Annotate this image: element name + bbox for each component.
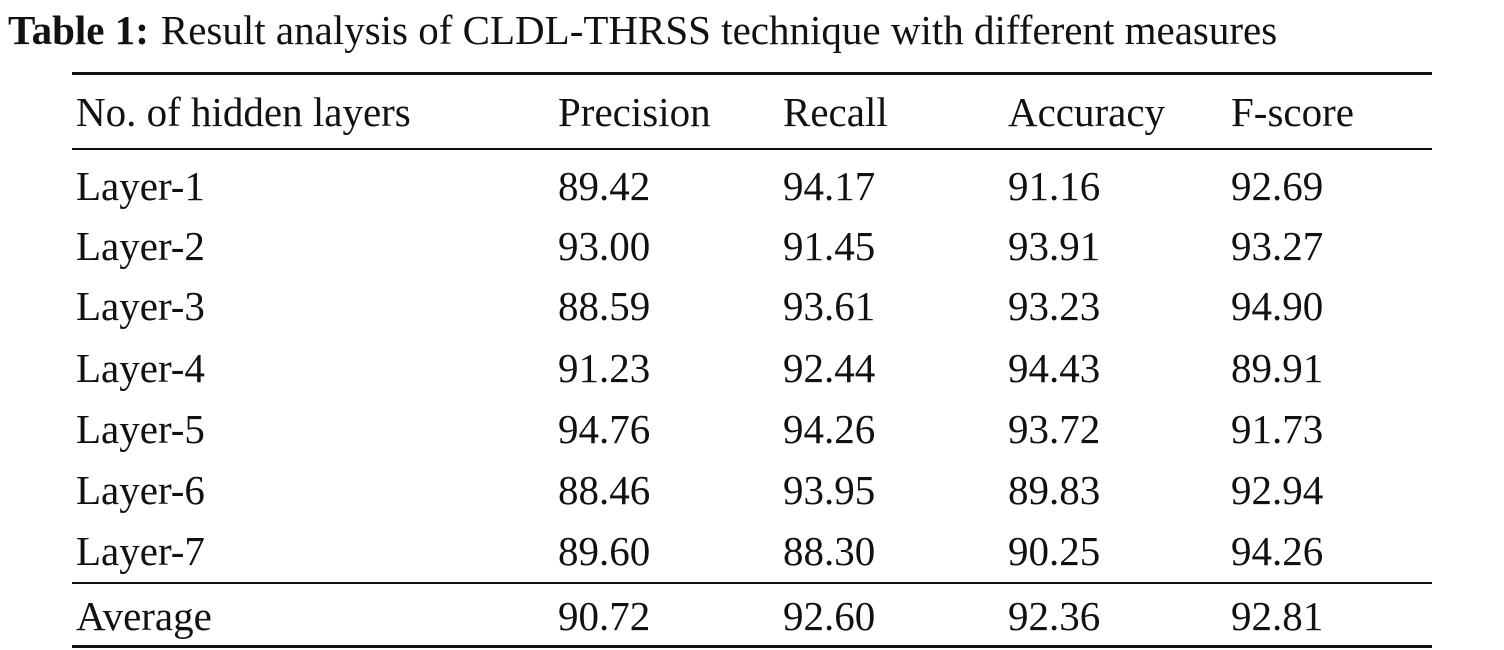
header-precision: Precision (558, 89, 711, 135)
row-4-fscore: 89.91 (1231, 345, 1324, 391)
row-5-accuracy: 93.72 (1008, 406, 1101, 452)
row-1-accuracy: 91.16 (1008, 163, 1101, 209)
table-top-rule (72, 72, 1432, 75)
row-3-recall: 93.61 (783, 283, 876, 329)
row-6-fscore: 92.94 (1231, 467, 1324, 513)
average-precision: 90.72 (558, 593, 651, 639)
row-7-layers: Layer-7 (76, 528, 205, 574)
table-average-rule (72, 582, 1432, 584)
average-layers: Average (76, 593, 212, 639)
row-2-recall: 91.45 (783, 223, 876, 269)
row-5-recall: 94.26 (783, 406, 876, 452)
row-2-fscore: 93.27 (1231, 223, 1324, 269)
row-7-fscore: 94.26 (1231, 528, 1324, 574)
row-6-layers: Layer-6 (76, 467, 205, 513)
row-3-accuracy: 93.23 (1008, 283, 1101, 329)
row-7-accuracy: 90.25 (1008, 528, 1101, 574)
average-fscore: 92.81 (1231, 593, 1324, 639)
row-5-fscore: 91.73 (1231, 406, 1324, 452)
table-header-rule (72, 148, 1432, 150)
row-5-precision: 94.76 (558, 406, 651, 452)
row-4-precision: 91.23 (558, 345, 651, 391)
row-6-accuracy: 89.83 (1008, 467, 1101, 513)
row-4-layers: Layer-4 (76, 345, 205, 391)
row-6-precision: 88.46 (558, 467, 651, 513)
row-1-precision: 89.42 (558, 163, 651, 209)
row-6-recall: 93.95 (783, 467, 876, 513)
header-accuracy: Accuracy (1008, 89, 1166, 135)
header-fscore: F-score (1231, 89, 1354, 135)
average-recall: 92.60 (783, 593, 876, 639)
header-recall: Recall (783, 89, 888, 135)
row-4-recall: 92.44 (783, 345, 876, 391)
row-1-fscore: 92.69 (1231, 163, 1324, 209)
table-caption: Table 1: Result analysis of CLDL-THRSS te… (8, 6, 1277, 54)
row-7-recall: 88.30 (783, 528, 876, 574)
row-2-precision: 93.00 (558, 223, 651, 269)
table-caption-label: Table 1: (8, 7, 149, 53)
table-bottom-rule (72, 645, 1432, 648)
row-4-accuracy: 94.43 (1008, 345, 1101, 391)
header-layers: No. of hidden layers (76, 89, 411, 135)
row-3-layers: Layer-3 (76, 283, 205, 329)
row-7-precision: 89.60 (558, 528, 651, 574)
row-1-recall: 94.17 (783, 163, 876, 209)
table-caption-text: Result analysis of CLDL-THRSS technique … (160, 7, 1278, 53)
row-3-precision: 88.59 (558, 283, 651, 329)
row-3-fscore: 94.90 (1231, 283, 1324, 329)
average-accuracy: 92.36 (1008, 593, 1101, 639)
row-2-accuracy: 93.91 (1008, 223, 1101, 269)
row-1-layers: Layer-1 (76, 163, 205, 209)
row-2-layers: Layer-2 (76, 223, 205, 269)
row-5-layers: Layer-5 (76, 406, 205, 452)
